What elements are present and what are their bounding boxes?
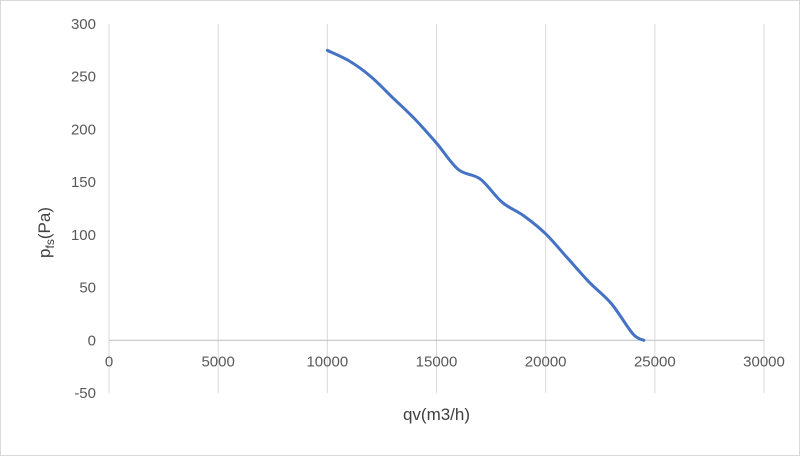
y-tick-label: 100 (71, 227, 96, 244)
x-tick-label: 10000 (306, 353, 348, 370)
y-tick-label: 50 (79, 280, 96, 297)
x-tick-label: 0 (105, 353, 113, 370)
y-axis-title-base: p (35, 249, 54, 258)
y-tick-label: 250 (71, 69, 96, 86)
y-tick-label: 0 (88, 332, 96, 349)
series-layer (325, 48, 646, 342)
x-tick-label: 30000 (743, 353, 785, 370)
y-tick-labels: -50 0 50 100 150 200 250 300 (71, 16, 96, 402)
grid-lines (108, 24, 765, 393)
y-axis-title-subscript: fs (43, 239, 57, 248)
y-axis-title: pfs(Pa) (35, 207, 57, 258)
y-tick-label: 200 (71, 121, 96, 138)
series-line-0 (325, 48, 646, 342)
x-tick-label: 5000 (201, 353, 234, 370)
x-tick-label: 25000 (634, 353, 676, 370)
y-tick-label: 150 (71, 174, 96, 191)
x-tick-label: 15000 (416, 353, 458, 370)
y-tick-label: 300 (71, 16, 96, 33)
x-tick-labels: 0 5000 10000 15000 20000 25000 30000 (105, 353, 785, 370)
x-axis-title: qv(m3/h) (403, 405, 470, 424)
y-axis-title-suffix: (Pa) (35, 207, 54, 239)
x-tick-label: 20000 (525, 353, 567, 370)
y-tick-label: -50 (74, 385, 96, 402)
